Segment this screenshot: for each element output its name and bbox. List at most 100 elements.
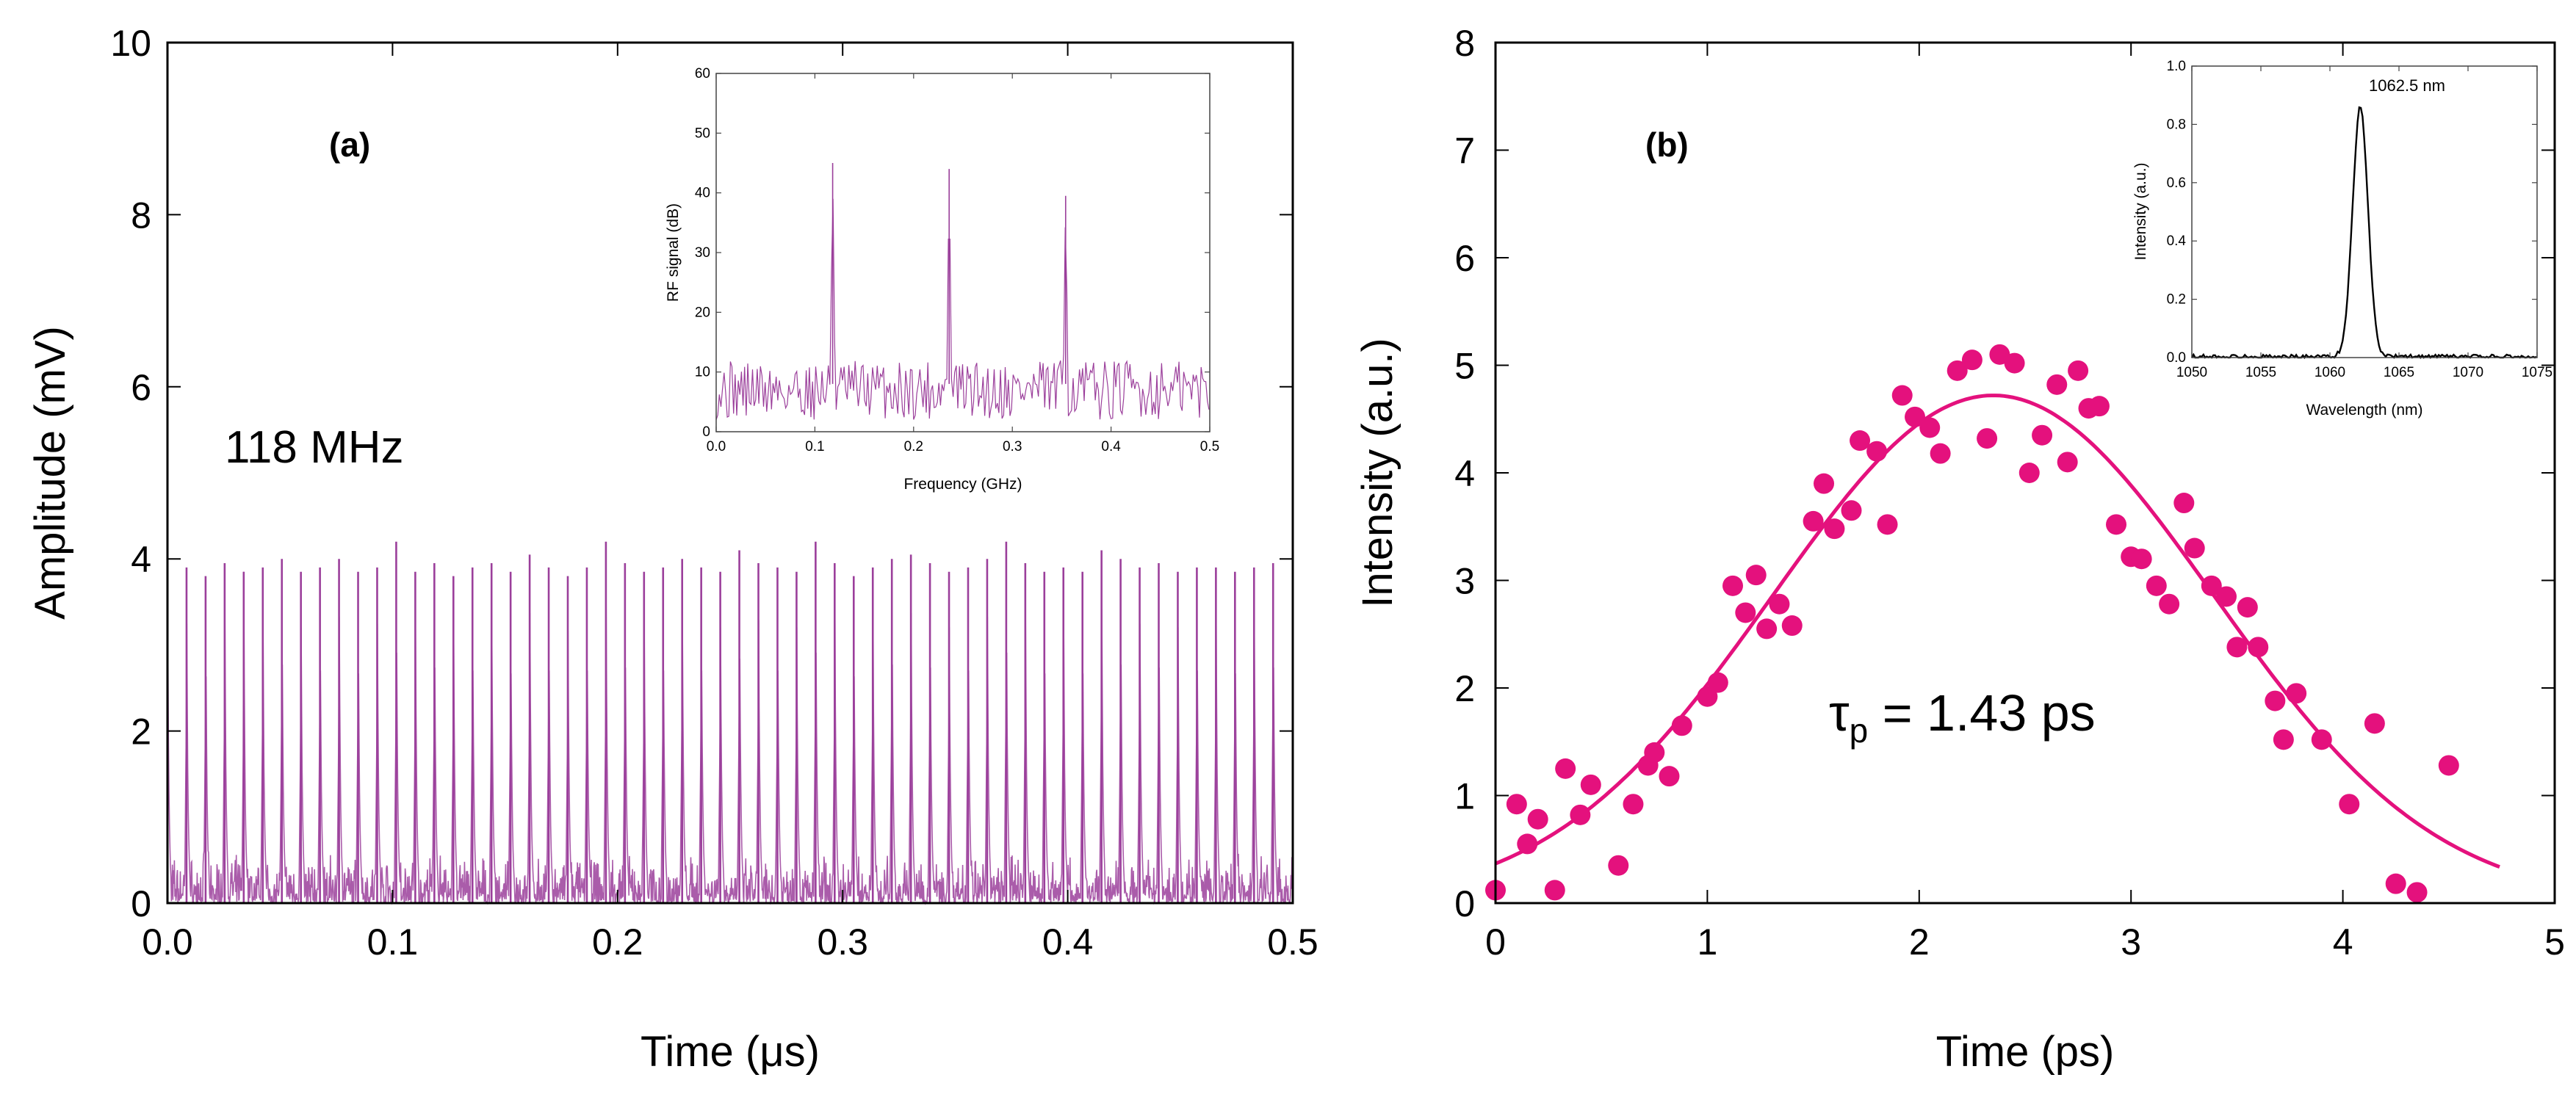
- panel-b-data-point: [1977, 428, 1998, 449]
- panel-a-ticks: 0.0 0.1 0.2 0.3 0.4 0.5 0 2 4 6 8 10: [110, 23, 1318, 963]
- panel-a-frame: [166, 41, 1294, 905]
- panel-b-ytick-label: 2: [1454, 668, 1475, 709]
- panel-b-data-point: [1769, 593, 1790, 615]
- panel-b-data-point: [1544, 880, 1565, 901]
- panel-b-data-point: [1989, 344, 2010, 365]
- panel-b-data-point: [1866, 441, 1888, 462]
- panel-b-inset-ylabel: Intensity (a.u.): [2132, 162, 2149, 260]
- panel-a-inset-xtick-label: 0.3: [1003, 439, 1022, 454]
- panel-b-data-point: [2106, 514, 2127, 535]
- panel-a-inset-xtick-label: 0.2: [904, 439, 923, 454]
- panel-b-data-point: [1947, 360, 1968, 381]
- panel-b-data-point: [1891, 385, 1913, 406]
- panel-a-inset-ytick-label: 50: [695, 126, 710, 141]
- panel-b-annotation: τp = 1.43 ps: [1829, 684, 2096, 750]
- panel-a-inset-xtick-label: 0.1: [805, 439, 824, 454]
- panel-b-data-point: [1919, 417, 1941, 438]
- panel-b-xtick-label: 3: [2121, 921, 2141, 963]
- panel-a-inset-spectrum: [715, 198, 1210, 420]
- panel-b-inset-ytick-label: 0.0: [2167, 350, 2186, 366]
- panel-b-data-point: [2159, 593, 2180, 615]
- panel-b-data-point: [2273, 729, 2294, 750]
- panel-a-ytick-label: 0: [131, 883, 151, 924]
- panel-b-data-point: [2237, 597, 2258, 618]
- tau-subscript: p: [1850, 711, 1869, 750]
- panel-b-data-point: [1707, 672, 1728, 693]
- panel-b-data-point: [2004, 352, 2025, 374]
- panel-b-data-point: [2018, 463, 2040, 483]
- panel-a-xtick-label: 0.0: [142, 921, 193, 963]
- panel-b-data-point: [2385, 873, 2406, 894]
- panel-b-xtick-label: 4: [2333, 921, 2353, 963]
- panel-b-data-point: [1517, 833, 1538, 855]
- panel-b-data-point: [2406, 882, 2428, 903]
- panel-b-data-point: [2146, 575, 2167, 596]
- panel-a-xtick-label: 0.2: [592, 921, 643, 963]
- panel-b-plot-area: [1485, 344, 2500, 903]
- panel-a-ytick-label: 2: [131, 711, 151, 753]
- panel-b-inset-xtick-label: 1050: [2176, 365, 2207, 380]
- panel-b-ticks: 0 1 2 3 4 5 0 1 2 3 4 5 6 7 8: [1454, 23, 2565, 963]
- panel-b-data-point: [2184, 537, 2205, 559]
- panel-b-data-point: [2248, 637, 2269, 658]
- panel-b-data-point: [1644, 742, 1665, 763]
- panel-b-ytick-label: 4: [1454, 453, 1475, 494]
- panel-b-data-point: [1803, 510, 1824, 532]
- panel-a-inset-ytick-label: 10: [695, 365, 710, 380]
- panel-a-xtick-label: 0.5: [1267, 921, 1318, 963]
- panel-b-xtick-label: 0: [1485, 921, 1506, 963]
- panel-b-data-point: [2131, 548, 2152, 570]
- panel-b-ytick-label: 0: [1454, 883, 1475, 924]
- panel-a-trace: [167, 559, 1294, 906]
- panel-b-ytick-label: 8: [1454, 23, 1475, 64]
- panel-b-data-point: [2088, 396, 2110, 417]
- panel-a-inset-xtick-label: 0.5: [1200, 439, 1219, 454]
- panel-a-inset-ytick-label: 0: [702, 424, 710, 440]
- panel-b-inset: 1050 1055 1060 1065 1070 1075 0.0 0.2 0.4 0.6 0.8 1…: [2132, 59, 2552, 419]
- panel-a-inset-plot-area: [715, 163, 1210, 420]
- panel-a-xtick-label: 0.3: [817, 921, 868, 963]
- panel-a-ylabel: Amplitude (mV): [26, 326, 74, 620]
- panel-b-data-point: [2173, 493, 2195, 514]
- panel-a-inset-ylabel: RF signal (dB): [665, 203, 682, 302]
- panel-b-data-point: [1850, 430, 1871, 452]
- panel-b-data-point: [1824, 518, 1845, 540]
- panel-a-label: (a): [329, 126, 370, 164]
- panel-b-inset-ytick-label: 0.6: [2167, 175, 2186, 191]
- panel-b-label: (b): [1645, 126, 1689, 164]
- panel-b-inset-ytick-label: 1.0: [2167, 59, 2186, 74]
- panel-a-xtick-label: 0.1: [367, 921, 419, 963]
- panel-b-data-point: [2201, 575, 2222, 596]
- panel-b-data-point: [1671, 715, 1692, 736]
- panel-b-inset-background: [2192, 66, 2537, 358]
- panel-b-data-point: [1877, 514, 1898, 535]
- panel-a-inset-ytick-label: 20: [695, 305, 710, 320]
- panel-b-data-point: [1580, 774, 1601, 795]
- panel-b-inset-xtick-label: 1065: [2384, 365, 2414, 380]
- panel-b-inset-xtick-label: 1075: [2522, 365, 2552, 380]
- panel-b-data-point: [1930, 443, 1951, 464]
- panel-b-inset-xtick-label: 1070: [2453, 365, 2483, 380]
- panel-b-data-point: [1506, 794, 1527, 815]
- panel-a-inset-ticks: 0.0 0.1 0.2 0.3 0.4 0.5 0 10 20 30 40 50 60: [695, 66, 1219, 454]
- panel-b-xtick-label: 5: [2544, 921, 2565, 963]
- panel-b: 0 1 2 3 4 5 0 1 2 3 4 5 6 7 8 Time (ps) Intensity (a.u…: [1354, 23, 2565, 1076]
- panel-b-inset-ytick-label: 0.4: [2167, 233, 2187, 249]
- panel-b-inset-peak-annotation: 1062.5 nm: [2369, 76, 2445, 95]
- tau-symbol: τ: [1829, 684, 1850, 742]
- panel-b-data-point: [1756, 618, 1778, 640]
- panel-b-xlabel: Time (ps): [1936, 1028, 2115, 1076]
- panel-b-xtick-label: 1: [1697, 921, 1717, 963]
- panel-a-xtick-label: 0.4: [1042, 921, 1094, 963]
- panel-b-data-point: [1722, 575, 1744, 596]
- panel-b-ytick-label: 3: [1454, 561, 1475, 602]
- panel-a-inset-xtick-label: 0.4: [1101, 439, 1121, 454]
- panel-a-inset-xtick-label: 0.0: [707, 439, 726, 454]
- panel-b-ytick-label: 7: [1454, 131, 1475, 172]
- panel-b-data-point: [2339, 794, 2360, 815]
- panel-a-inset-ytick-label: 40: [695, 186, 710, 201]
- panel-b-fit-curve: [1495, 394, 2500, 869]
- panel-b-data-point: [1841, 500, 1862, 521]
- panel-b-data-point: [1735, 602, 1756, 623]
